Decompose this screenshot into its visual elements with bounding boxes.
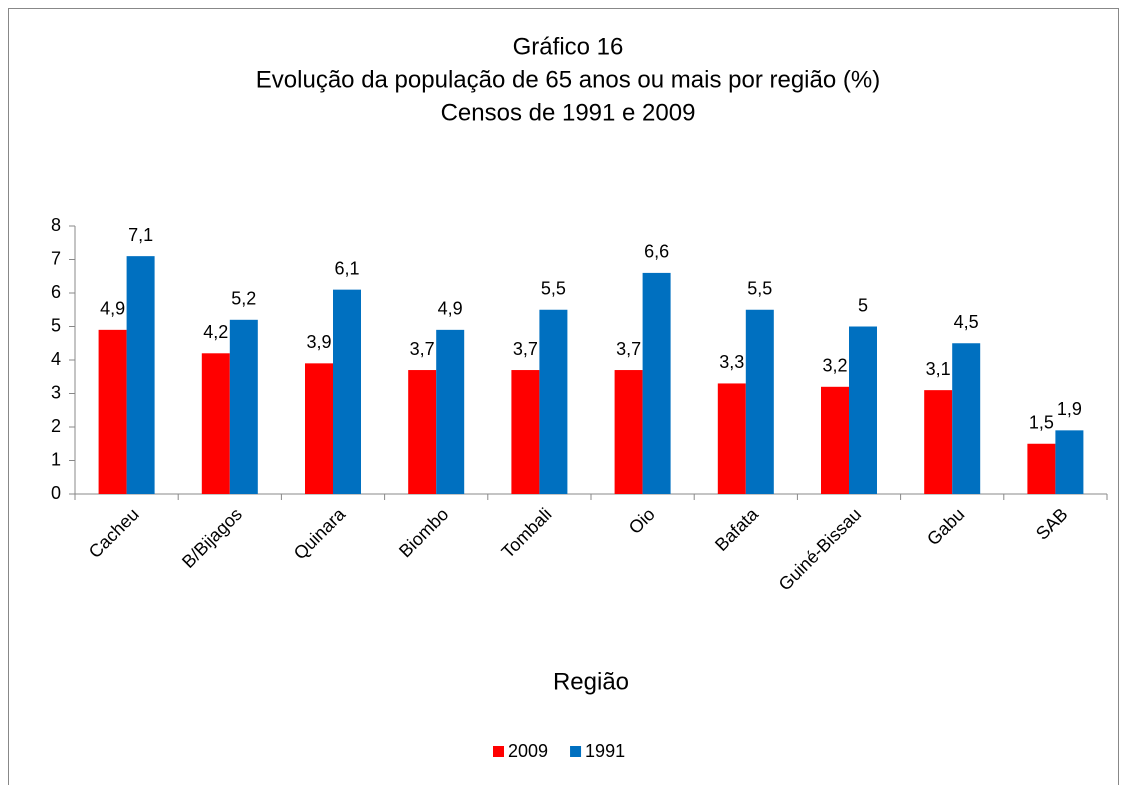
value-label: 3,7 [513,339,538,359]
bar [821,386,849,494]
value-label: 4,5 [954,312,979,332]
bar [717,383,746,494]
y-tick-label: 3 [51,382,61,402]
bar [924,390,953,494]
bar [333,289,361,494]
value-label: 1,9 [1057,399,1082,419]
legend-label: 1991 [585,741,625,761]
bar [642,272,671,494]
bar [98,329,127,494]
chart-title: Censos de 1991 e 2009 [441,99,696,126]
bar [745,309,774,494]
value-label: 7,1 [128,225,153,245]
bar [1027,443,1056,494]
legend-label: 2009 [508,741,548,761]
y-tick-label: 7 [51,248,61,268]
legend-swatch [493,746,504,757]
value-label: 6,1 [334,258,359,278]
chart-title: Evolução da população de 65 anos ou mais… [256,66,880,93]
value-label: 1,5 [1029,413,1054,433]
y-tick-label: 8 [51,215,61,235]
value-label: 6,6 [644,242,669,262]
bar [126,256,155,494]
y-tick-label: 0 [51,483,61,503]
value-label: 5,2 [231,289,256,309]
value-label: 4,9 [438,299,463,319]
value-label: 4,9 [100,299,125,319]
value-label: 3,2 [822,356,847,376]
bar [305,363,333,494]
bar [1055,430,1084,494]
value-label: 4,2 [203,322,228,342]
value-label: 3,3 [719,352,744,372]
bar [539,309,568,494]
y-tick-label: 5 [51,315,61,335]
chart-title: Gráfico 16 [513,33,624,60]
value-label: 3,7 [410,339,435,359]
bar [614,370,643,494]
value-label: 3,1 [926,359,951,379]
y-tick-label: 6 [51,282,61,302]
legend-swatch [570,746,582,757]
y-tick-label: 4 [51,349,61,369]
y-tick-label: 1 [51,449,61,469]
bar [436,329,465,494]
y-tick-label: 2 [51,416,61,436]
bar [511,370,540,494]
value-label: 5 [858,295,868,315]
bar [201,353,230,494]
bar [849,326,877,494]
value-label: 3,7 [616,339,641,359]
x-axis-title: Região [553,668,629,695]
value-label: 5,5 [747,279,772,299]
value-label: 5,5 [541,279,566,299]
value-label: 3,9 [306,332,331,352]
bar [229,319,258,494]
bar [952,343,981,494]
bar [408,370,437,494]
